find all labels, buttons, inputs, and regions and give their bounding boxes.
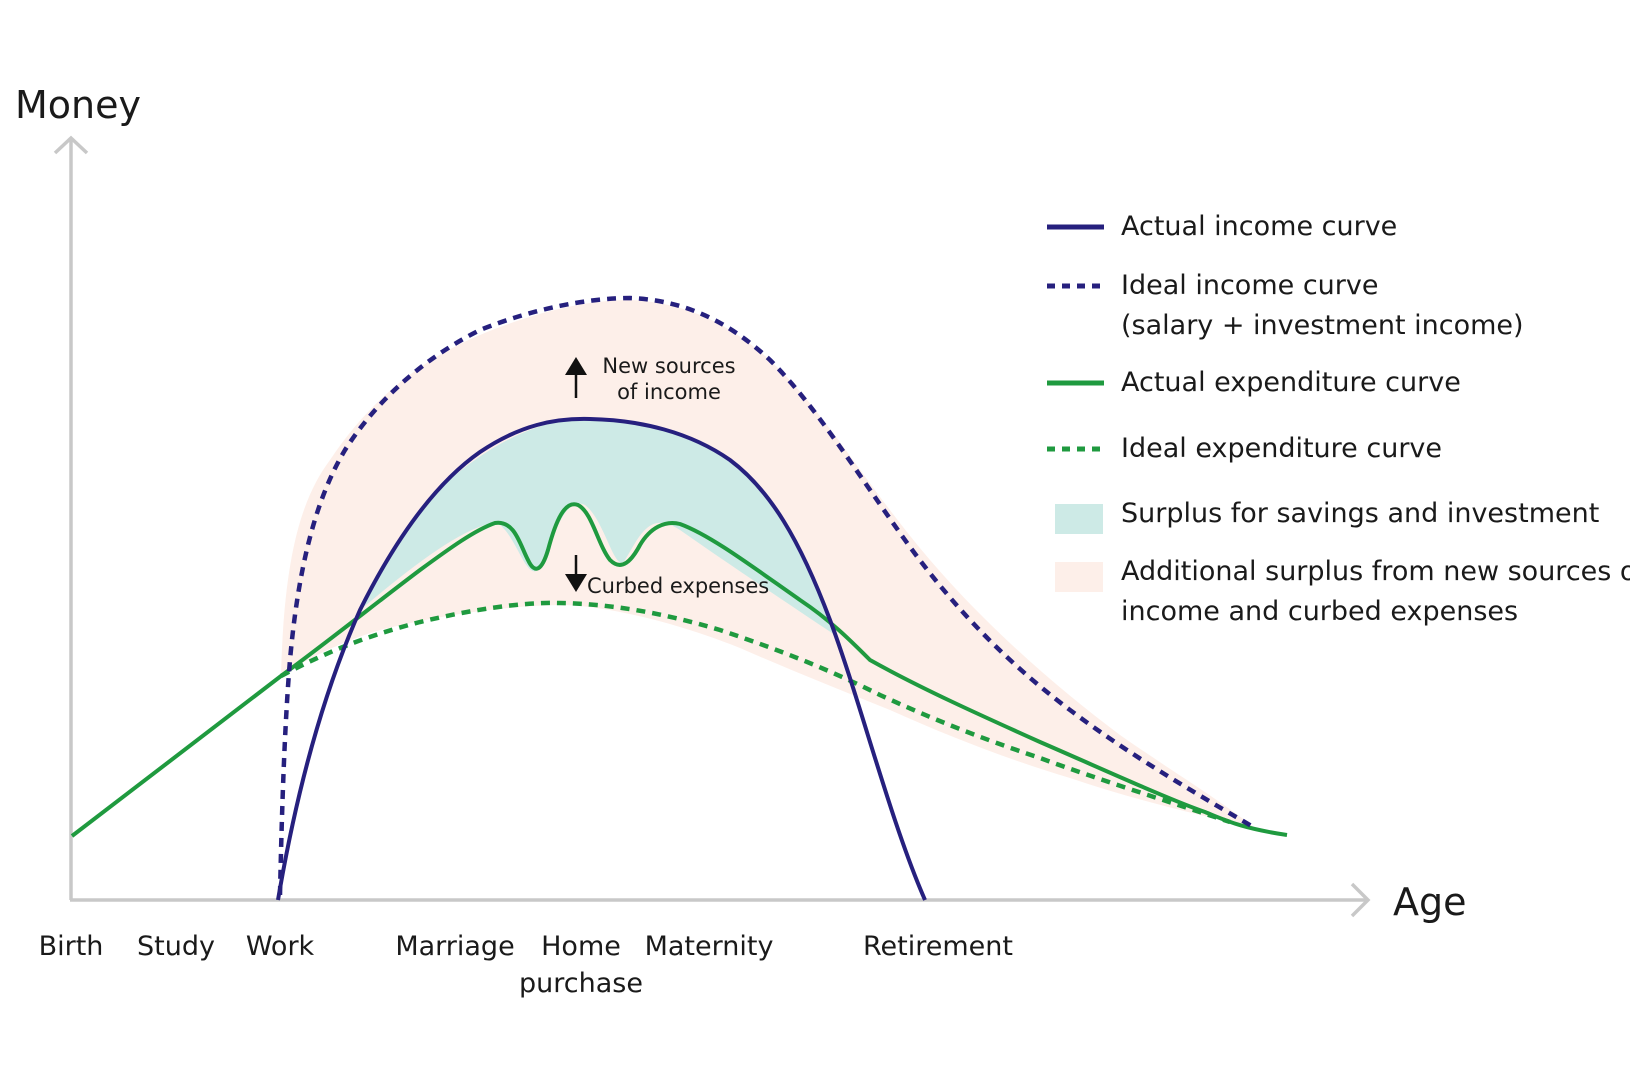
life-stage-label: Work: [246, 931, 315, 962]
life-stage-label: Home: [541, 931, 621, 962]
legend-label: Surplus for savings and investment: [1121, 498, 1599, 529]
up-arrow-icon: [565, 357, 587, 398]
legend-label-line2: income and curbed expenses: [1121, 596, 1518, 627]
legend-label: Actual expenditure curve: [1121, 367, 1461, 398]
life-stage-labels: Birth Study Work Marriage Home purchaseMatern…: [39, 931, 1013, 999]
actual-expenditure-curve: [70, 502, 1288, 838]
new-sources-label-line2: of income: [617, 380, 721, 404]
legend-label: Actual income curve: [1121, 211, 1397, 242]
down-arrow-icon: [565, 555, 587, 592]
life-stage-label-line2: purchase: [519, 968, 643, 999]
life-stage-label: Retirement: [863, 931, 1013, 962]
ideal-income-curve: [277, 295, 1257, 896]
y-axis-title: Money: [15, 83, 141, 127]
legend-label: Additional surplus from new sources of: [1121, 556, 1630, 587]
ideal-expenditure-curve: [279, 600, 1231, 825]
legend-item: Actual income curve: [1047, 211, 1397, 242]
legend-item: Ideal expenditure curve: [1047, 433, 1442, 464]
new-sources-label: New sources: [602, 354, 735, 378]
life-stage-label: Marriage: [395, 931, 514, 962]
y-axis-arrowhead: [53, 135, 89, 155]
legend-item: Ideal income curve (salary + investment i…: [1047, 270, 1524, 341]
legend-swatch: [1055, 562, 1103, 592]
legend-item: Additional surplus from new sources of in…: [1055, 556, 1630, 627]
life-stage-label: Study: [137, 931, 215, 962]
legend-item: Surplus for savings and investment: [1055, 498, 1599, 534]
x-axis-title: Age: [1393, 880, 1467, 924]
legend-swatch: [1055, 504, 1103, 534]
legend-label-line2: (salary + investment income): [1121, 310, 1524, 341]
x-axis-arrowhead: [1350, 882, 1371, 918]
legend: Actual income curve Ideal income curve (sa…: [1047, 211, 1630, 627]
life-stage-label: Birth: [39, 931, 104, 962]
life-stage-label: Maternity: [645, 931, 774, 962]
surplus-area: [360, 418, 838, 637]
legend-item: Actual expenditure curve: [1047, 367, 1461, 398]
legend-label: Ideal income curve: [1121, 270, 1378, 301]
actual-income-curve: [276, 416, 927, 901]
curbed-expenses-label: Curbed expenses: [587, 574, 769, 598]
legend-label: Ideal expenditure curve: [1121, 433, 1442, 464]
